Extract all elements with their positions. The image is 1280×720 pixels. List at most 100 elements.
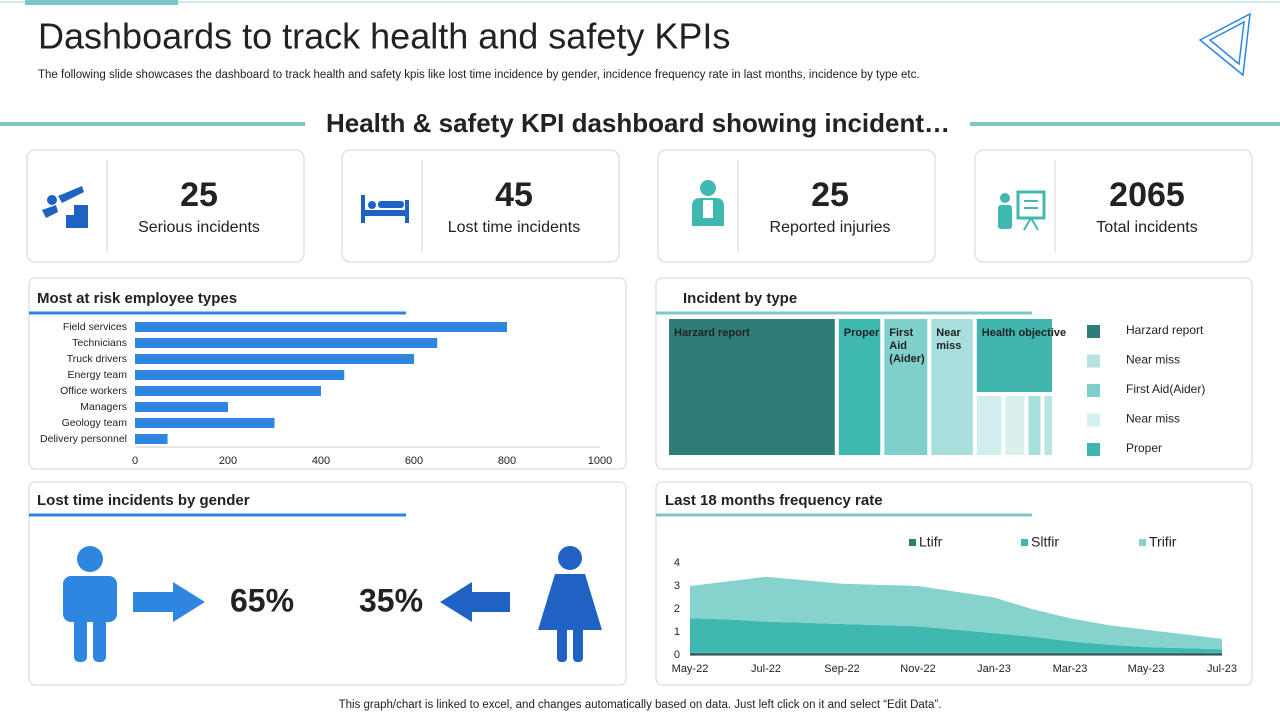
- legend-swatch: [909, 539, 916, 546]
- treemap-cell: [1044, 396, 1052, 455]
- treemap-cell: [931, 319, 973, 455]
- treemap-cell: [884, 319, 928, 455]
- treemap-label: Proper: [844, 327, 880, 339]
- panel-title: Last 18 months frequency rate: [665, 492, 883, 509]
- x-tick-label: Jul-23: [1207, 663, 1237, 675]
- x-tick-label: 600: [405, 455, 423, 467]
- kpi-label: Lost time incidents: [448, 219, 581, 236]
- section-title: Health & safety KPI dashboard showing in…: [326, 108, 950, 138]
- x-tick-label: Jul-22: [751, 663, 781, 675]
- bar: [135, 354, 414, 364]
- y-tick-label: Geology team: [62, 417, 128, 429]
- x-tick-label: 800: [498, 455, 516, 467]
- y-tick-label: 4: [674, 557, 680, 569]
- x-tick-label: Jan-23: [977, 663, 1011, 675]
- y-tick-label: Managers: [80, 401, 127, 413]
- legend-swatch: [1087, 443, 1100, 456]
- legend-swatch: [1087, 413, 1100, 427]
- treemap-cell: [976, 396, 1002, 455]
- treemap-cell: [669, 319, 835, 455]
- x-tick-label: 400: [312, 455, 330, 467]
- y-tick-label: 0: [674, 649, 680, 661]
- panel-title: Incident by type: [683, 290, 797, 307]
- top-accent: [25, 0, 178, 5]
- icon-fall: [42, 186, 88, 228]
- y-tick-label: Field services: [63, 321, 127, 333]
- legend-swatch: [1021, 539, 1028, 546]
- x-tick-label: 200: [219, 455, 237, 467]
- kpi-label: Serious incidents: [138, 219, 260, 236]
- treemap-label: First Aid (Aider): [889, 327, 925, 365]
- y-tick-label: 2: [674, 603, 680, 615]
- treemap-cell: [976, 319, 1052, 392]
- y-tick-label: Energy team: [67, 369, 127, 381]
- bar: [135, 418, 275, 428]
- x-tick-label: May-23: [1128, 663, 1165, 675]
- legend-label: Near miss: [1126, 353, 1180, 367]
- legend-swatch: [1087, 384, 1100, 397]
- arrow-left: [440, 582, 510, 622]
- legend-label: First Aid(Aider): [1126, 382, 1205, 396]
- treemap-cell: [1005, 396, 1025, 455]
- arrow-right: [133, 582, 205, 622]
- kpi-card: [26, 149, 305, 263]
- bar: [135, 322, 507, 332]
- kpi-label: Total incidents: [1096, 219, 1197, 236]
- panel-title: Most at risk employee types: [37, 290, 237, 307]
- x-tick-label: Mar-23: [1053, 663, 1088, 675]
- x-tick-label: 0: [132, 455, 138, 467]
- panel-title: Lost time incidents by gender: [37, 492, 250, 509]
- kpi-value: 25: [180, 176, 218, 214]
- logo: [1198, 12, 1251, 77]
- legend-label: Harzard report: [1126, 323, 1204, 337]
- area: [690, 652, 1222, 655]
- x-tick-label: 1000: [588, 455, 612, 467]
- legend-label: Trifir: [1149, 534, 1177, 550]
- legend-label: Sltfir: [1031, 534, 1059, 550]
- page-title: Dashboards to track health and safety KP…: [38, 16, 730, 57]
- y-tick-label: Technicians: [72, 337, 127, 349]
- legend-label: Proper: [1126, 441, 1162, 455]
- bar: [135, 434, 168, 444]
- y-tick-label: Delivery personnel: [40, 433, 127, 445]
- icon-male: [63, 546, 117, 662]
- kpi-label: Reported injuries: [770, 219, 891, 236]
- legend-label: Ltifr: [919, 534, 943, 550]
- legend-swatch: [1139, 539, 1146, 546]
- legend-swatch: [1087, 354, 1100, 368]
- y-tick-label: Office workers: [60, 385, 127, 397]
- kpi-card: [657, 149, 936, 263]
- footer-note: This graph/chart is linked to excel, and…: [339, 699, 942, 711]
- icon-injury: [692, 180, 724, 226]
- legend-swatch: [1087, 325, 1100, 338]
- y-tick-label: Truck drivers: [67, 353, 127, 365]
- kpi-card: [974, 149, 1253, 263]
- treemap-cell: [838, 319, 881, 455]
- kpi-card: [341, 149, 620, 263]
- panel: [28, 481, 627, 686]
- y-tick-label: 3: [674, 580, 680, 592]
- treemap-cell: [1028, 396, 1041, 455]
- value-label: 35%: [359, 582, 423, 618]
- legend-label: Near miss: [1126, 412, 1180, 426]
- kpi-value: 25: [811, 176, 849, 214]
- x-tick-label: Nov-22: [900, 663, 935, 675]
- bar: [135, 338, 438, 348]
- value-label: 65%: [230, 582, 294, 618]
- y-tick-label: 1: [674, 626, 680, 638]
- treemap-label: Harzard report: [674, 327, 750, 339]
- area: [690, 576, 1222, 650]
- kpi-value: 45: [495, 176, 533, 214]
- area: [690, 618, 1222, 653]
- kpi-value: 2065: [1109, 176, 1185, 214]
- treemap-label: Near miss: [936, 327, 964, 352]
- page-subtitle: The following slide showcases the dashbo…: [38, 69, 920, 81]
- bar: [135, 402, 228, 412]
- icon-bed: [361, 195, 409, 223]
- icon-female: [538, 546, 602, 662]
- x-tick-label: Sep-22: [824, 663, 859, 675]
- bar: [135, 386, 321, 396]
- x-tick-label: May-22: [672, 663, 709, 675]
